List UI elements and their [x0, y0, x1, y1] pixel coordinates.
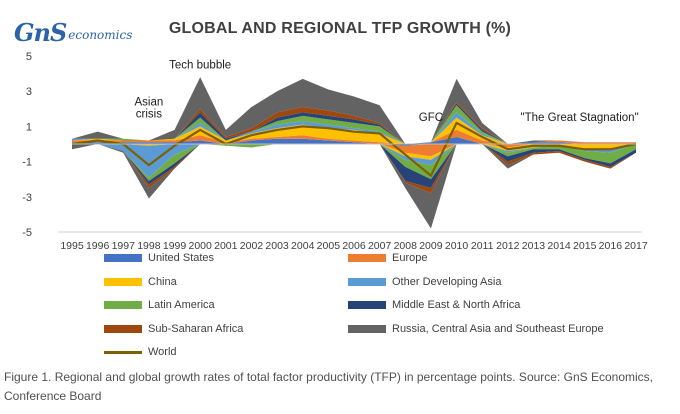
legend-swatch — [104, 277, 142, 286]
brand-logo: GnS economics — [14, 14, 132, 46]
annotation-label: Asian — [135, 96, 164, 108]
y-tick-label: 1 — [26, 121, 32, 133]
y-tick-label: 3 — [26, 86, 32, 98]
brand-mark: GnS — [14, 18, 67, 47]
annotation-label: GFC — [419, 112, 443, 124]
x-tick-label: 2010 — [445, 240, 469, 252]
x-tick-label: 1999 — [163, 240, 187, 252]
legend-label: Middle East & North Africa — [392, 299, 521, 311]
legend-label: Sub-Saharan Africa — [148, 322, 244, 335]
x-tick-label: 1995 — [60, 240, 84, 252]
legend-item: World — [104, 346, 177, 358]
legend-item: Middle East & North Africa — [348, 299, 520, 311]
x-tick-label: 1998 — [137, 240, 161, 252]
area-china-negative — [72, 144, 636, 160]
legend-label: Other Developing Asia — [392, 275, 502, 288]
y-tick-label: 5 — [26, 51, 32, 63]
legend-item: Europe — [348, 252, 427, 264]
area-united-states-positive — [72, 136, 636, 144]
legend-swatch — [348, 277, 386, 286]
legend-swatch — [348, 254, 386, 262]
area-russia-central-asia-and-southeast-europe-positive — [72, 77, 636, 144]
x-tick-label: 2000 — [189, 240, 213, 252]
x-tick-label: 2014 — [547, 240, 571, 252]
x-tick-label: 2011 — [471, 240, 494, 252]
x-tick-label: 2013 — [522, 240, 546, 252]
legend-swatch — [348, 301, 386, 309]
chart-title: GLOBAL AND REGIONAL TFP GROWTH (%) — [168, 20, 512, 37]
x-tick-label: 2001 — [214, 240, 238, 252]
legend-item: Sub-Saharan Africa — [104, 323, 243, 335]
legend-label: Russia, Central Asia and Southeast Europ… — [392, 322, 604, 335]
x-tick-label: 2016 — [599, 240, 623, 252]
x-tick-label: 2002 — [240, 240, 264, 252]
x-tick-label: 2005 — [317, 240, 341, 252]
x-tick-label: 2017 — [624, 240, 648, 252]
y-tick-label: -3 — [22, 192, 32, 204]
x-tick-label: 2012 — [496, 240, 520, 252]
legend-swatch — [348, 324, 386, 333]
legend-label: United States — [148, 252, 215, 264]
world-line — [71, 121, 637, 177]
annotation-label: "The Great Stagnation" — [521, 112, 639, 124]
figure-caption: Figure 1. Regional and global growth rat… — [4, 370, 653, 403]
y-tick-label: -5 — [22, 227, 32, 239]
x-tick-label: 1997 — [112, 240, 136, 252]
legend-swatch — [104, 254, 142, 262]
annotation-label: crisis — [136, 109, 162, 121]
legend-label: World — [148, 346, 177, 358]
x-tick-label: 2007 — [368, 240, 392, 252]
legend-label: Europe — [392, 252, 428, 264]
x-tick-label: 2003 — [265, 240, 289, 252]
x-tick-label: 2009 — [419, 240, 443, 252]
area-latin-america-positive — [72, 105, 636, 144]
legend-item: Latin America — [104, 299, 215, 311]
annotation-label: Tech bubble — [169, 59, 231, 71]
legend-swatch — [104, 324, 142, 333]
x-tick-label: 2004 — [291, 240, 315, 252]
x-tick-label: 2008 — [394, 240, 418, 252]
chart-legend: United States Europe China Other Developing… — [104, 252, 604, 358]
area-europe-positive — [72, 129, 636, 144]
legend-item: Other Developing Asia — [348, 276, 501, 288]
x-tick-label: 2015 — [573, 240, 597, 252]
legend-label: China — [148, 275, 177, 288]
legend-swatch — [104, 350, 142, 354]
x-tick-label: 1996 — [86, 240, 110, 252]
legend-swatch — [104, 301, 142, 309]
legend-item: China — [104, 276, 177, 288]
legend-item: Russia, Central Asia and Southeast Europ… — [348, 323, 604, 335]
brand-name: economics — [68, 28, 133, 42]
legend-label: Latin America — [148, 299, 215, 311]
y-tick-label: -1 — [22, 157, 32, 169]
chart-frame: 5 3 1 -1 -3 -5 1995 1996 1997 1998 1999 2000 2001 200… — [14, 14, 648, 358]
x-tick-label: 2006 — [342, 240, 366, 252]
legend-item: United States — [104, 252, 214, 264]
